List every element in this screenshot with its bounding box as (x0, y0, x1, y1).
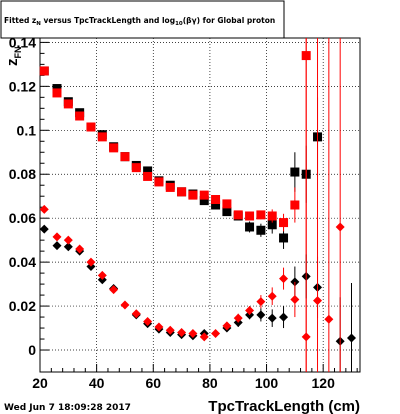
data-point-diamond (165, 325, 175, 335)
data-point-square (233, 210, 243, 220)
data-point-diamond (63, 235, 73, 245)
data-point-square (75, 111, 85, 121)
data-point-square (245, 211, 255, 221)
data-point-diamond (313, 296, 323, 306)
data-point-square (279, 218, 289, 228)
data-point-diamond (211, 329, 221, 339)
data-point-diamond (39, 224, 49, 234)
data-point-square (267, 211, 277, 221)
data-point-square (154, 177, 164, 187)
data-point-square (199, 196, 209, 206)
data-point-diamond (154, 322, 164, 332)
data-point-square (199, 190, 209, 200)
data-point-square (245, 222, 255, 232)
y-tick-label: 0.06 (9, 210, 36, 226)
data-point-square (97, 132, 107, 142)
data-point-square (177, 187, 187, 197)
data-point-diamond (109, 285, 119, 295)
y-tick-label: 0 (28, 342, 36, 358)
data-point-square (256, 210, 266, 220)
y-tick-label: 0.08 (9, 166, 36, 182)
data-point-square (188, 190, 198, 200)
data-point-diamond (256, 310, 266, 320)
axes: 20 40 60 80 100 120 0 0.02 0.04 0.06 0.08 0.1 0.12 0.… (9, 34, 361, 391)
data-point-diamond (267, 291, 277, 301)
data-point-square (39, 66, 49, 76)
data-point-square (290, 167, 300, 177)
data-point-diamond (52, 232, 62, 242)
x-tick-label: 60 (145, 375, 161, 391)
data-point-diamond (188, 329, 198, 339)
data-point-diamond (279, 312, 289, 322)
data-point-square (131, 163, 141, 173)
grid (39, 38, 360, 372)
data-point-diamond (324, 314, 334, 324)
data-point-diamond (75, 244, 85, 254)
data-marks (39, 38, 357, 372)
x-tick-label: 40 (89, 375, 105, 391)
data-point-diamond (52, 241, 62, 251)
data-point-diamond (177, 327, 187, 337)
data-point-diamond (86, 257, 96, 267)
data-point-diamond (39, 204, 49, 214)
x-tick-label: 100 (255, 375, 279, 391)
data-point-diamond (131, 309, 141, 319)
date-stamp: Wed Jun 7 18:09:28 2017 (4, 403, 131, 413)
data-point-diamond (301, 332, 311, 342)
data-point-diamond (279, 274, 289, 284)
data-point-diamond (290, 294, 300, 304)
data-point-diamond (120, 300, 130, 310)
x-tick-label: 80 (202, 375, 218, 391)
y-axis-label: zFN (4, 47, 23, 67)
data-point-square (109, 143, 119, 153)
data-point-square (290, 200, 300, 210)
data-point-diamond (233, 313, 243, 323)
data-point-square (86, 122, 96, 132)
data-point-diamond (199, 332, 209, 342)
data-point-square (52, 88, 62, 98)
data-point-square (165, 182, 175, 192)
data-point-diamond (335, 222, 345, 232)
data-point-diamond (97, 270, 107, 280)
data-point-diamond (63, 242, 73, 252)
data-point-diamond (267, 313, 277, 323)
data-point-diamond (222, 321, 232, 331)
data-point-square (143, 166, 153, 176)
y-tick-label: 0.04 (9, 254, 36, 270)
y-tick-label: 0.1 (17, 122, 37, 138)
data-point-square (211, 200, 221, 210)
data-point-square (279, 233, 289, 243)
data-point-diamond (245, 305, 255, 315)
data-point-square (256, 225, 266, 235)
data-point-diamond (347, 333, 357, 343)
title-box: Fitted zN versus TpcTrackLength and log1… (0, 0, 285, 39)
y-tick-label: 0.14 (9, 34, 36, 50)
x-axis-label: TpcTrackLength (cm) (208, 398, 360, 414)
data-point-square (222, 207, 232, 217)
data-point-square (267, 220, 277, 230)
x-tick-label: 20 (32, 375, 48, 391)
y-tick-label: 0.02 (9, 298, 36, 314)
data-point-square (120, 152, 130, 162)
plot-frame (39, 37, 361, 373)
x-tick-label: 120 (312, 375, 336, 391)
chart-title: Fitted zN versus TpcTrackLength and log1… (4, 16, 275, 27)
y-axis-title: zFN (4, 47, 23, 67)
data-point-square (63, 99, 73, 109)
y-tick-label: 0.12 (9, 78, 36, 94)
data-point-diamond (256, 297, 266, 307)
data-point-square (222, 199, 232, 209)
data-point-diamond (143, 316, 153, 326)
data-point-square (211, 195, 221, 205)
data-point-square (143, 171, 153, 181)
